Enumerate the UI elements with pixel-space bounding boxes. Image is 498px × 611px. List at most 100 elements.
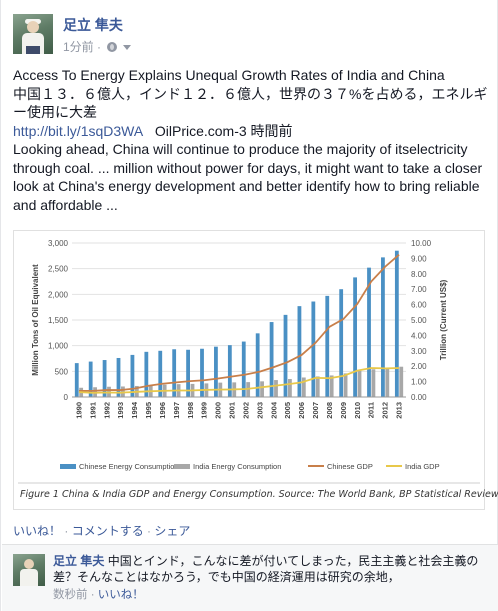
legend-swatch [174, 464, 190, 469]
post-source: OilPrice.com-3 時間前 [154, 122, 293, 139]
x-tick-label: 2009 [339, 402, 348, 419]
bar [269, 322, 274, 397]
x-tick-label: 2010 [353, 402, 362, 419]
like-button[interactable]: いいね！ [13, 524, 62, 538]
y2-tick-label: 4.00 [411, 331, 427, 340]
commenter-avatar[interactable] [13, 554, 45, 586]
y-tick-label: 3,000 [48, 239, 69, 248]
bar [130, 354, 135, 397]
x-tick-label: 1990 [74, 402, 83, 419]
legend-label: India Energy Consumption [193, 462, 281, 471]
post-actions: いいね！ · コメントする · シェア [13, 524, 191, 538]
y2-tick-label: 0.00 [411, 393, 427, 402]
x-tick-label: 1997 [172, 402, 181, 419]
y2-tick-label: 6.00 [411, 301, 427, 310]
series-line [78, 367, 400, 394]
post-meta: 1分前 · [63, 38, 131, 55]
bar [343, 373, 348, 397]
comment-meta: 数秒前 · いいね！ [53, 589, 144, 601]
comment-item: 足立 隼夫 中国とインド，こんなに差が付いてしまった，民主主義と社会主義の差？そ… [2, 544, 498, 611]
x-tick-label: 2005 [283, 402, 292, 419]
bar [172, 349, 177, 397]
author-name[interactable]: 足立 隼夫 [63, 17, 123, 33]
x-tick-label: 1994 [130, 401, 139, 419]
bar [144, 351, 149, 397]
x-tick-label: 2002 [241, 402, 250, 419]
bar [301, 377, 306, 397]
bar [297, 306, 302, 397]
chart-figure[interactable]: 0 500 1,000 1,500 2,000 2,500 3,000 0.00 1.00 2.0… [13, 230, 498, 510]
bar [214, 346, 218, 397]
x-tick-label: 1992 [102, 402, 111, 419]
comment-text: 足立 隼夫 中国とインド，こんなに差が付いてしまった，民主主義と社会主義の差？そ… [53, 553, 483, 585]
post-excerpt: Looking ahead, China will continue to pr… [13, 141, 483, 213]
post-title: Access To Energy Explains Unequal Growth… [13, 67, 445, 83]
x-tick-label: 2012 [381, 402, 390, 419]
bar [325, 295, 330, 397]
y2-tick-label: 7.00 [411, 285, 427, 294]
y-axis-label: Million Tons of Oil Equivalent [31, 264, 40, 376]
share-button[interactable]: シェア [154, 524, 191, 538]
comment-like-button[interactable]: いいね！ [97, 589, 144, 601]
x-tick-label: 1998 [186, 402, 195, 419]
globe-icon [107, 42, 118, 52]
bar [74, 363, 79, 397]
energy-gdp-chart: 0 500 1,000 1,500 2,000 2,500 3,000 0.00 1.00 2.0… [18, 239, 480, 484]
commenter-name[interactable]: 足立 隼夫 [53, 554, 105, 568]
bar [329, 375, 334, 397]
y2-tick-label: 5.00 [411, 316, 427, 325]
y2-axis-label: Trillion (Current US$) [439, 279, 448, 360]
y-tick-label: 0 [64, 393, 69, 402]
comment-button[interactable]: コメントする [71, 524, 144, 538]
post-link[interactable]: http://bit.ly/1sqD3WA [13, 122, 144, 139]
y-tick-label: 2,500 [48, 265, 69, 274]
comment-body: 中国とインド，こんなに差が付いてしまった，民主主義と社会主義の差？そんなことはな… [53, 554, 479, 584]
bar [311, 301, 316, 397]
legend-swatch [60, 464, 76, 469]
bar [88, 361, 93, 397]
legend-label: Chinese Energy Consumption [79, 462, 179, 471]
y2-tick-label: 1.00 [411, 378, 427, 387]
post-time[interactable]: 1分前 [63, 40, 94, 54]
x-tick-label: 2008 [325, 402, 334, 419]
series-line [78, 254, 400, 392]
bar [339, 289, 344, 397]
x-tick-label: 2003 [255, 402, 264, 419]
post-body: Access To Energy Explains Unequal Growth… [13, 66, 489, 214]
x-tick-label: 2004 [269, 401, 278, 419]
y-tick-label: 2,000 [48, 290, 69, 299]
x-tick-label: 2011 [367, 402, 376, 418]
comment-time: 数秒前 [53, 589, 88, 601]
y-tick-label: 500 [55, 367, 69, 376]
x-tick-label: 2006 [297, 402, 306, 419]
legend-label: India GDP [405, 462, 440, 471]
bar [357, 370, 362, 397]
y2-tick-label: 3.00 [411, 347, 427, 356]
figure-caption: Figure 1 China & India GDP and Energy Co… [20, 489, 498, 500]
x-tick-label: 1996 [158, 402, 167, 419]
bar [200, 348, 204, 397]
legend-label: Chinese GDP [327, 462, 373, 471]
x-tick-label: 1995 [144, 402, 153, 419]
y2-tick-label: 10.00 [411, 239, 432, 248]
x-tick-label: 1999 [200, 402, 209, 419]
bar [260, 381, 264, 397]
x-tick-label: 2000 [214, 402, 223, 419]
bar [274, 380, 278, 397]
x-tick-label: 2001 [228, 402, 237, 419]
bar [381, 257, 385, 397]
author-avatar[interactable] [13, 14, 53, 54]
bar [371, 369, 376, 397]
bar [367, 267, 371, 397]
bar [241, 341, 246, 397]
bar [186, 349, 190, 397]
bar [116, 357, 121, 397]
bar [288, 379, 292, 397]
bar [315, 376, 320, 397]
chevron-down-icon[interactable] [122, 45, 131, 50]
y2-tick-label: 2.00 [411, 362, 427, 371]
bar [394, 250, 399, 397]
y-tick-label: 1,500 [48, 316, 69, 325]
x-tick-label: 1993 [116, 402, 125, 419]
